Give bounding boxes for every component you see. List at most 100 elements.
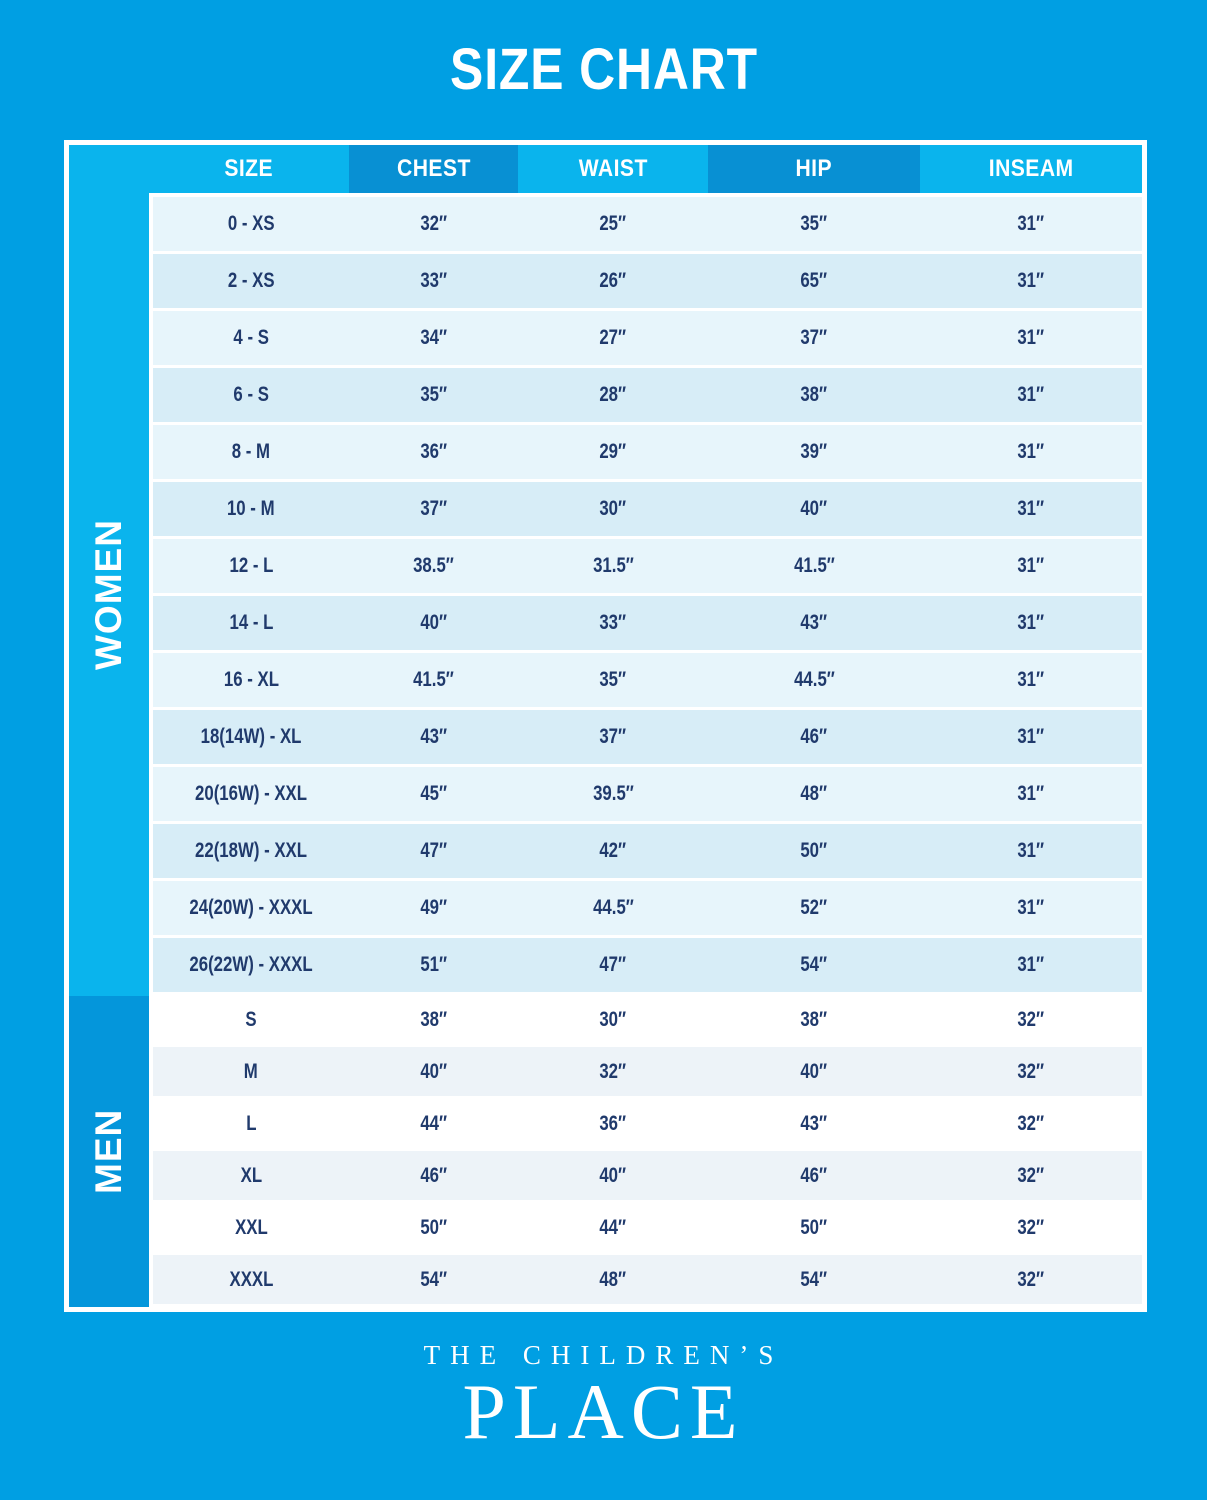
column-header-inseam: INSEAM: [920, 145, 1142, 193]
table-cell: 43″: [800, 611, 828, 634]
table-row: M 40″ 32″ 40″ 32″: [153, 1047, 1142, 1096]
table-cell: M: [244, 1059, 258, 1083]
table-cell: 38″: [800, 1007, 828, 1031]
table-cell: 51″: [420, 953, 447, 976]
table-cell: 29″: [599, 440, 627, 463]
brand-name-top: THE CHILDREN’S: [423, 1340, 784, 1370]
table-cell: 32″: [1017, 1267, 1045, 1291]
table-cell: 37″: [800, 326, 828, 349]
women-section-label: WOMEN: [88, 519, 129, 670]
table-cell: 46″: [800, 725, 828, 748]
table-cell: 31″: [1017, 383, 1045, 406]
table-row: 2 - XS 33″ 26″ 65″ 31″: [153, 254, 1142, 308]
table-cell: 26(22W) - XXXL: [189, 953, 313, 976]
table-cell: 40″: [420, 611, 447, 634]
table-cell: 10 - M: [227, 497, 275, 520]
table-cell: 8 - M: [231, 440, 271, 463]
men-section-label: MEN: [88, 1108, 129, 1195]
table-cell: 2 - XS: [227, 269, 275, 292]
table-cell: 54″: [420, 1267, 447, 1291]
table-cell: 39.5″: [592, 782, 634, 805]
table-cell: 26″: [599, 269, 627, 292]
table-cell: 43″: [800, 1111, 828, 1135]
table-row: 24(20W) - XXXL 49″ 44.5″ 52″ 31″: [153, 881, 1142, 935]
table-cell: 44.5″: [592, 896, 634, 919]
page-title-text: SIZE CHART: [449, 37, 758, 102]
table-row: 4 - S 34″ 27″ 37″ 31″: [153, 311, 1142, 365]
table-cell: 35″: [599, 668, 627, 691]
table-cell: 37″: [420, 497, 447, 520]
table-row: XXL 50″ 44″ 50″ 32″: [153, 1203, 1142, 1252]
table-cell: 35″: [800, 212, 828, 235]
table-cell: 0 - XS: [227, 212, 275, 235]
table-cell: L: [245, 1111, 257, 1135]
table-cell: 41.5″: [413, 668, 454, 691]
table-cell: 18(14W) - XL: [200, 725, 302, 748]
table-cell: 44″: [599, 1215, 627, 1239]
column-header-chest: CHEST: [349, 145, 518, 193]
table-cell: 31″: [1017, 497, 1045, 520]
table-cell: 38.5″: [413, 554, 454, 577]
table-cell: 14 - L: [229, 611, 273, 634]
table-cell: 31.5″: [592, 554, 634, 577]
column-header-hip: HIP: [708, 145, 920, 193]
table-cell: 4 - S: [233, 326, 269, 349]
table-cell: 34″: [420, 326, 447, 349]
table-cell: 32″: [1017, 1007, 1045, 1031]
table-cell: 46″: [800, 1163, 828, 1187]
table-row: 10 - M 37″ 30″ 40″ 31″: [153, 482, 1142, 536]
table-cell: 35″: [420, 383, 447, 406]
table-cell: 31″: [1017, 896, 1045, 919]
table-cell: 32″: [599, 1059, 627, 1083]
brand-logo: THE CHILDREN’S PLACE: [0, 1340, 1207, 1453]
table-cell: 40″: [599, 1163, 627, 1187]
table-cell: 36″: [599, 1111, 627, 1135]
table-cell: 40″: [420, 1059, 447, 1083]
table-rows: 0 - XS 32″ 25″ 35″ 31″ 2 - XS 33″ 26″ 65″ 31″ 4 - …: [153, 197, 1142, 1304]
table-cell: 47″: [420, 839, 447, 862]
table-cell: 50″: [800, 1215, 828, 1239]
table-cell: 30″: [599, 497, 627, 520]
size-chart-table: WOMEN MEN SIZE CHEST WAIST HIP INSEAM 0 …: [69, 145, 1142, 1307]
table-row: 26(22W) - XXXL 51″ 47″ 54″ 31″: [153, 938, 1142, 992]
table-cell: 54″: [800, 1267, 828, 1291]
table-cell: 22(18W) - XXL: [194, 839, 308, 862]
column-header-size: SIZE: [149, 145, 349, 193]
table-cell: 44″: [420, 1111, 447, 1135]
size-chart-frame: WOMEN MEN SIZE CHEST WAIST HIP INSEAM 0 …: [64, 140, 1147, 1312]
table-row: S 38″ 30″ 38″ 32″: [153, 995, 1142, 1044]
table-cell: 33″: [599, 611, 627, 634]
table-row: XL 46″ 40″ 46″ 32″: [153, 1151, 1142, 1200]
table-header-row: SIZE CHEST WAIST HIP INSEAM: [149, 145, 1142, 193]
table-cell: 43″: [420, 725, 447, 748]
table-row: 14 - L 40″ 33″ 43″ 31″: [153, 596, 1142, 650]
table-row: 0 - XS 32″ 25″ 35″ 31″: [153, 197, 1142, 251]
table-cell: 31″: [1017, 212, 1045, 235]
table-cell: 50″: [420, 1215, 447, 1239]
table-cell: XXL: [234, 1215, 268, 1239]
table-cell: XL: [240, 1163, 262, 1187]
table-cell: 49″: [420, 896, 447, 919]
table-cell: 20(16W) - XXL: [194, 782, 308, 805]
table-cell: 31″: [1017, 782, 1045, 805]
table-cell: 48″: [599, 1267, 627, 1291]
table-row: 16 - XL 41.5″ 35″ 44.5″ 31″: [153, 653, 1142, 707]
table-cell: 36″: [420, 440, 447, 463]
table-cell: 50″: [800, 839, 828, 862]
table-cell: 12 - L: [229, 554, 273, 577]
table-row: 18(14W) - XL 43″ 37″ 46″ 31″: [153, 710, 1142, 764]
table-row: L 44″ 36″ 43″ 32″: [153, 1099, 1142, 1148]
page-title: SIZE CHART: [0, 36, 1207, 103]
table-cell: 38″: [420, 1007, 447, 1031]
table-cell: 31″: [1017, 554, 1045, 577]
table-cell: 31″: [1017, 668, 1045, 691]
table-row: 22(18W) - XXL 47″ 42″ 50″ 31″: [153, 824, 1142, 878]
table-cell: 52″: [800, 896, 828, 919]
table-cell: 30″: [599, 1007, 627, 1031]
table-cell: 31″: [1017, 269, 1045, 292]
column-header-waist: WAIST: [518, 145, 708, 193]
table-cell: 44.5″: [793, 668, 835, 691]
table-cell: 40″: [800, 497, 828, 520]
table-cell: 41.5″: [793, 554, 835, 577]
table-cell: 31″: [1017, 839, 1045, 862]
